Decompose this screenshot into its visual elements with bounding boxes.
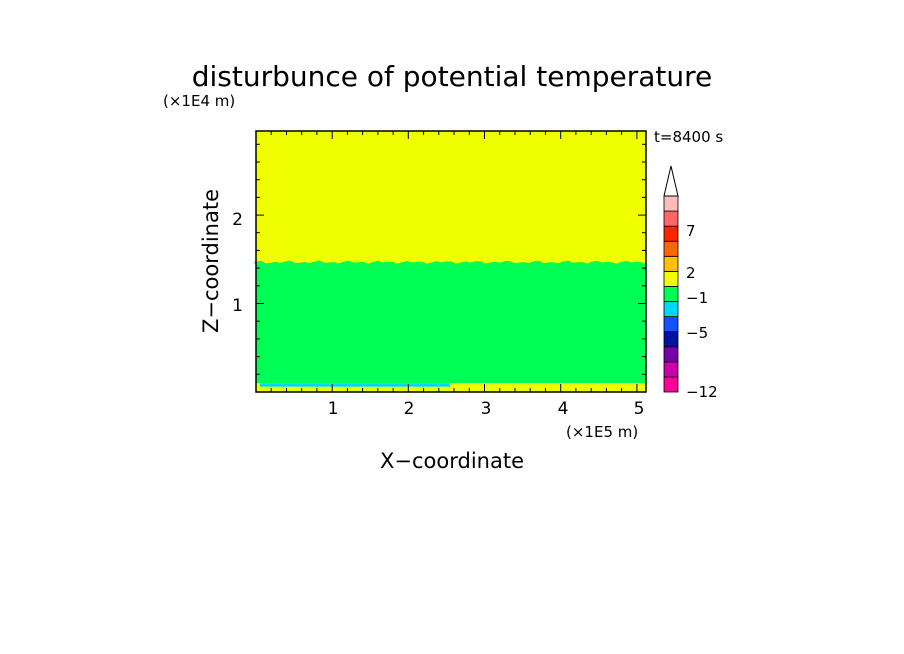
plot-area	[254, 131, 647, 392]
colorbar-bin	[663, 240, 679, 257]
colorbar-bin	[663, 270, 679, 287]
colorbar-bin	[663, 346, 679, 363]
colorbar-bin	[663, 331, 679, 348]
contour-boundary	[254, 260, 647, 268]
y-scale-label: (×1E4 m)	[163, 92, 235, 110]
colorbar-label: 7	[686, 222, 696, 240]
colorbar-bin	[663, 255, 679, 272]
colorbar	[663, 165, 679, 393]
colorbar-bin	[663, 195, 679, 212]
colorbar-bin	[663, 301, 679, 318]
axis-ticks	[256, 131, 646, 392]
colorbar-extend-arrow	[663, 165, 679, 197]
colorbar-label: 2	[686, 264, 696, 282]
contour-region-middle	[256, 263, 646, 384]
contour-region-upper	[256, 131, 646, 264]
contour-region-cold-pool	[259, 383, 451, 387]
x-scale-label: (×1E5 m)	[566, 423, 638, 441]
x-axis-label: X−coordinate	[380, 449, 524, 473]
colorbar-label: −12	[686, 383, 718, 401]
x-tick-label: 2	[404, 399, 415, 419]
colorbar-bin	[663, 210, 679, 227]
y-tick-label: 2	[232, 210, 243, 230]
colorbar-bin	[663, 361, 679, 378]
x-tick-label: 5	[634, 399, 645, 419]
y-axis-label: Z−coordinate	[199, 189, 223, 333]
colorbar-bin	[663, 376, 679, 393]
contour-region-surface	[256, 383, 646, 392]
y-tick-label: 1	[232, 296, 243, 316]
x-tick-label: 1	[328, 399, 339, 419]
chart-title: disturbunce of potential temperature	[192, 60, 713, 93]
colorbar-label: −5	[686, 324, 708, 342]
colorbar-bin	[663, 286, 679, 302]
colorbar-bin	[663, 225, 679, 242]
colorbar-bin	[663, 316, 679, 333]
plot-frame	[255, 130, 647, 393]
x-tick-label: 4	[558, 399, 569, 419]
colorbar-label: −1	[686, 289, 708, 307]
x-tick-label: 3	[481, 399, 492, 419]
time-label: t=8400 s	[654, 128, 723, 146]
